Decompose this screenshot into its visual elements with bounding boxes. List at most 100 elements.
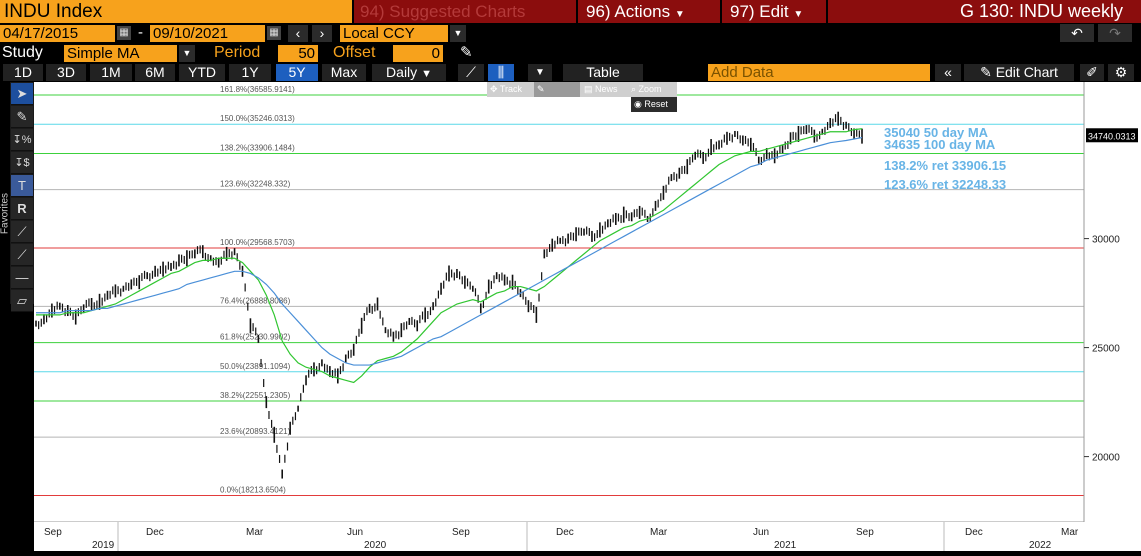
y-axis-tick-label: 20000 [1092,453,1120,464]
previous-arrow-icon[interactable]: ‹ [288,25,308,42]
y-axis-tick-label: 30000 [1092,235,1120,246]
study-type-select[interactable]: Simple MA [64,45,177,62]
percent-tool-icon[interactable]: ↧% [11,129,33,151]
price-chart[interactable]: 161.8%(36585.9141) 150.0%(35246.0313) 138.… [34,82,1141,551]
period-button-5y[interactable]: 5Y [276,64,318,81]
study-bar: Study Simple MA ▼ Period 50 Offset 0 ✎ [0,43,1141,63]
favorites-label: Favorites [0,192,11,235]
period-input[interactable]: 50 [278,45,318,62]
chevron-down-icon[interactable]: ▼ [450,25,466,42]
last-price-label: 34740.0313 [1088,131,1136,141]
line-chart-icon[interactable]: ⟋ [458,64,484,81]
trendline-icon[interactable]: ⟋ [11,221,33,243]
popup-item-news[interactable]: ▤ News [584,84,618,94]
fib-level-label: 161.8%(36585.9141) [220,85,295,94]
x-axis-tick-label: Sep [44,527,62,538]
pointer-icon[interactable]: ➤ [11,83,33,105]
legend-entry: 123.6% ret 32248.33 [884,177,1006,192]
chart-mode-popup: ✥ Track ✎ Annotate ▤ News ⌕ Zoom [487,82,677,109]
x-axis-year-label: 2022 [1029,540,1052,551]
currency-select[interactable]: Local CCY [340,25,448,42]
fib-level-label: 123.6%(32248.332) [220,180,291,189]
study-label: Study [2,44,43,61]
suggested-charts-menu[interactable]: 94) Suggested Charts [354,0,576,23]
edit-icon[interactable]: ✐ [1080,64,1104,81]
period-button-1d[interactable]: 1D [3,64,43,81]
period-button-1m[interactable]: 1M [90,64,132,81]
x-axis-tick-label: Sep [856,527,874,538]
security-field[interactable]: INDU Index [0,0,352,23]
fib-level-label: 100.0%(29568.5703) [220,238,295,247]
chevron-down-icon: ▼ [674,9,685,20]
x-axis-tick-label: Jun [753,527,769,538]
gear-icon[interactable]: ⚙ [1108,64,1134,81]
undo-icon[interactable]: ↶ [1060,24,1094,42]
fib-level-label: 0.0%(18213.6504) [220,486,286,495]
chevron-down-icon[interactable]: ▼ [179,45,195,62]
reset-label: Reset [644,99,668,109]
edit-chart-button[interactable]: ✎ Edit Chart [964,64,1074,81]
frequency-select[interactable]: Daily ▼ [372,64,446,81]
window-title: G 130: INDU weekly [828,0,1141,23]
x-axis-tick-label: Dec [965,527,983,538]
period-label: Period [214,44,261,61]
popup-item-track[interactable]: ✥ Track [490,84,523,94]
period-button-max[interactable]: Max [322,64,366,81]
collapse-left-icon[interactable]: « [935,64,961,81]
calendar-icon[interactable]: ▦ [117,26,131,40]
period-toolbar: 1D 3D 1M 6M YTD 1Y 5Y Max Daily ▼ ⟋ ⫼ ▼ Table A… [0,63,1141,82]
chevron-down-icon: ▼ [421,68,432,80]
period-button-1y[interactable]: 1Y [229,64,271,81]
pencil-icon[interactable]: ✎ [460,44,473,61]
plot-background [34,82,1084,522]
popup-item-annotate[interactable]: ✎ Annotate [534,82,580,109]
fib-level-label: 23.6%(20893.4121) [220,427,291,436]
chart-area[interactable]: 161.8%(36585.9141) 150.0%(35246.0313) 138.… [34,82,1141,551]
pencil-icon[interactable]: ✎ [11,106,33,128]
favorites-tab[interactable]: Favorites [0,190,11,240]
redo-icon[interactable]: ↷ [1098,24,1132,42]
actions-label: 96) Actions [586,2,671,21]
ray-line-icon[interactable]: ⟋ [11,244,33,266]
legend-entry: 34635 100 day MA [884,137,996,152]
popup-item-zoom[interactable]: ⌕ Zoom [631,84,662,94]
next-arrow-icon[interactable]: › [312,25,332,42]
text-tool-icon[interactable]: T [11,175,33,197]
x-axis-year-label: 2019 [92,540,115,551]
retracement-tool-icon[interactable]: R [11,198,33,220]
x-axis-tick-label: Mar [650,527,668,538]
table-button[interactable]: Table [563,64,643,81]
reset-button[interactable]: ◉ Reset [631,97,677,112]
bar-chart-icon[interactable]: ⫼ [488,64,514,81]
last-price-box [1086,128,1138,143]
offset-input[interactable]: 0 [393,45,443,62]
legend-entry: 138.2% ret 33906.15 [884,158,1006,173]
calendar-icon[interactable]: ▦ [267,26,281,40]
offset-label: Offset [333,44,376,61]
chevron-down-icon[interactable]: ▼ [528,64,552,81]
x-axis-tick-label: Mar [246,527,264,538]
ma-50-line [36,128,863,384]
channel-icon[interactable]: ▱ [11,290,33,312]
date-range-bar: 04/17/2015 ▦ - 09/10/2021 ▦ ‹ › Local CC… [0,23,1141,43]
add-data-input[interactable]: Add Data [708,64,930,81]
pencil-icon: ✎ [980,64,992,80]
x-axis-year-label: 2020 [364,540,387,551]
period-button-3d[interactable]: 3D [46,64,86,81]
edit-menu[interactable]: 97) Edit ▼ [722,0,826,23]
fib-level-label: 76.4%(26888.8086) [220,296,291,305]
fib-level-label: 50.0%(23891.1094) [220,362,291,371]
dollar-tool-icon[interactable]: ↧$ [11,152,33,174]
x-axis-tick-label: Dec [146,527,164,538]
chevron-down-icon: ▼ [793,9,804,20]
start-date-field[interactable]: 04/17/2015 [0,25,115,42]
fib-level-label: 38.2%(22551.2305) [220,391,291,400]
x-axis-year-label: 2021 [774,540,797,551]
period-button-6m[interactable]: 6M [135,64,175,81]
horizontal-line-icon[interactable]: — [11,267,33,289]
period-button-ytd[interactable]: YTD [179,64,225,81]
x-axis-tick-label: Jun [347,527,363,538]
actions-menu[interactable]: 96) Actions ▼ [578,0,720,23]
date-separator: - [138,24,143,41]
end-date-field[interactable]: 09/10/2021 [150,25,265,42]
